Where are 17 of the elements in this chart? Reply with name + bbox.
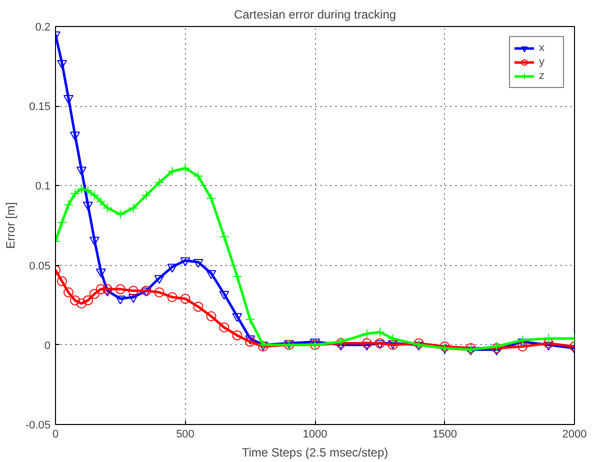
y-axis-title: Error [m] — [3, 202, 18, 249]
y-tick-label: -0.05 — [25, 420, 51, 432]
x-tick-label: 1000 — [302, 428, 328, 440]
y-tick-label: 0.15 — [29, 101, 51, 114]
chart-title: Cartesian error during tracking — [234, 8, 396, 22]
y-tick-label: 0.05 — [29, 260, 51, 272]
y-tick-label: 0 — [44, 340, 51, 352]
x-tick-label: 0 — [52, 428, 59, 440]
legend-label: y — [539, 55, 546, 69]
x-axis-title: Time Steps (2.5 msec/step) — [242, 446, 388, 460]
x-tick-label: 1500 — [432, 428, 457, 440]
legend-label: z — [539, 69, 546, 83]
x-tick-label: 500 — [176, 428, 194, 440]
x-tick-label: 2000 — [562, 428, 587, 440]
legend-label: x — [539, 41, 546, 55]
y-tick-label: 0.2 — [35, 22, 51, 34]
y-tick-label: 0.1 — [35, 180, 51, 193]
